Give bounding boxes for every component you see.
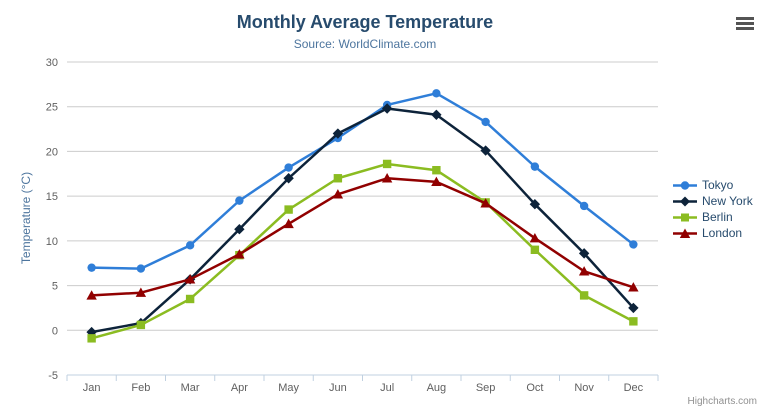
x-axis-label: Apr (231, 382, 248, 394)
x-axis-label: Jun (329, 382, 347, 394)
data-point-tokyo[interactable] (87, 263, 96, 272)
data-point-tokyo[interactable] (284, 163, 293, 172)
data-point-tokyo[interactable] (432, 89, 441, 98)
data-point-london[interactable] (86, 290, 97, 300)
data-point-new-york[interactable] (431, 109, 442, 120)
triangle-marker-icon (673, 228, 697, 238)
data-point-new-york[interactable] (529, 198, 541, 210)
data-point-berlin[interactable] (87, 334, 96, 343)
hamburger-bar (736, 17, 754, 20)
chart-subtitle: Source: WorldClimate.com (293, 37, 437, 51)
data-point-new-york[interactable] (578, 248, 590, 259)
legend-label-london: London (702, 226, 743, 240)
data-point-tokyo[interactable] (530, 162, 540, 171)
series-line-new-york (90, 107, 635, 334)
x-axis-label: Mar (181, 382, 200, 394)
data-point-london[interactable] (578, 266, 590, 276)
data-point-tokyo[interactable] (235, 196, 244, 205)
data-point-london[interactable] (332, 189, 344, 199)
y-axis-label: 20 (46, 146, 58, 158)
data-point-berlin[interactable] (530, 245, 540, 254)
data-point-new-york[interactable] (628, 302, 639, 314)
data-point-london[interactable] (529, 232, 541, 243)
data-point-berlin[interactable] (185, 294, 195, 304)
data-point-london[interactable] (381, 173, 393, 183)
legend: Tokyo New York Berlin London (672, 177, 753, 241)
legend-label-new-york: New York (702, 194, 753, 208)
legend-label-tokyo: Tokyo (702, 178, 734, 192)
data-point-berlin[interactable] (432, 166, 441, 175)
legend-item-new-york[interactable]: New York (672, 193, 753, 209)
data-point-berlin[interactable] (579, 291, 589, 300)
series-line-berlin (90, 162, 635, 340)
y-axis-label: 15 (46, 191, 58, 203)
square-marker-icon (673, 213, 697, 221)
y-axis-label: 10 (46, 236, 58, 248)
data-point-london[interactable] (234, 249, 245, 259)
data-point-london[interactable] (184, 274, 196, 284)
diamond-marker-icon (673, 196, 697, 206)
data-point-new-york[interactable] (332, 128, 344, 139)
y-axis-label: -5 (48, 370, 58, 382)
series-line-tokyo (90, 92, 635, 270)
data-point-london[interactable] (628, 282, 639, 292)
data-point-london[interactable] (283, 218, 294, 229)
circle-marker-icon (673, 180, 697, 190)
data-point-berlin[interactable] (333, 174, 343, 183)
y-axis-title: Temperature (°C) (19, 171, 33, 265)
data-point-berlin[interactable] (382, 159, 392, 169)
hamburger-icon[interactable] (736, 17, 754, 31)
data-point-new-york[interactable] (283, 173, 294, 184)
credits-link[interactable]: Highcharts.com (687, 396, 757, 407)
hamburger-bar (736, 22, 754, 25)
y-axis-label: 25 (46, 102, 58, 114)
x-axis-label: Jul (380, 382, 394, 394)
data-point-london[interactable] (480, 198, 491, 208)
x-axis-label: Feb (131, 382, 150, 394)
x-axis-label: Aug (427, 382, 447, 394)
data-point-new-york[interactable] (381, 103, 393, 114)
data-point-new-york[interactable] (480, 145, 491, 156)
data-point-berlin[interactable] (284, 205, 293, 214)
data-point-new-york[interactable] (234, 224, 245, 235)
legend-label-berlin: Berlin (702, 210, 733, 224)
data-point-tokyo[interactable] (136, 264, 146, 273)
legend-item-london[interactable]: London (672, 225, 753, 241)
chart-title: Monthly Average Temperature (236, 12, 494, 32)
data-point-tokyo[interactable] (579, 201, 589, 211)
y-axis-label: 0 (52, 325, 58, 337)
x-axis-label: Dec (624, 382, 644, 394)
x-axis-label: Jan (83, 382, 101, 394)
data-point-berlin[interactable] (136, 320, 146, 330)
data-point-tokyo[interactable] (481, 117, 490, 127)
legend-item-tokyo[interactable]: Tokyo (672, 177, 753, 193)
x-axis-label: Oct (526, 382, 543, 394)
data-point-london[interactable] (431, 176, 442, 187)
data-point-london[interactable] (135, 287, 147, 297)
y-axis-label: 30 (46, 57, 58, 69)
hamburger-bar (736, 27, 754, 30)
data-point-tokyo[interactable] (185, 241, 195, 250)
y-axis-label: 5 (52, 281, 58, 293)
x-axis-label: Nov (574, 382, 594, 394)
x-axis-label: May (278, 382, 299, 394)
data-point-tokyo[interactable] (629, 240, 638, 249)
series-line-london (90, 177, 635, 297)
legend-item-berlin[interactable]: Berlin (672, 209, 753, 225)
x-axis-label: Sep (476, 382, 496, 394)
data-point-berlin[interactable] (629, 317, 638, 326)
